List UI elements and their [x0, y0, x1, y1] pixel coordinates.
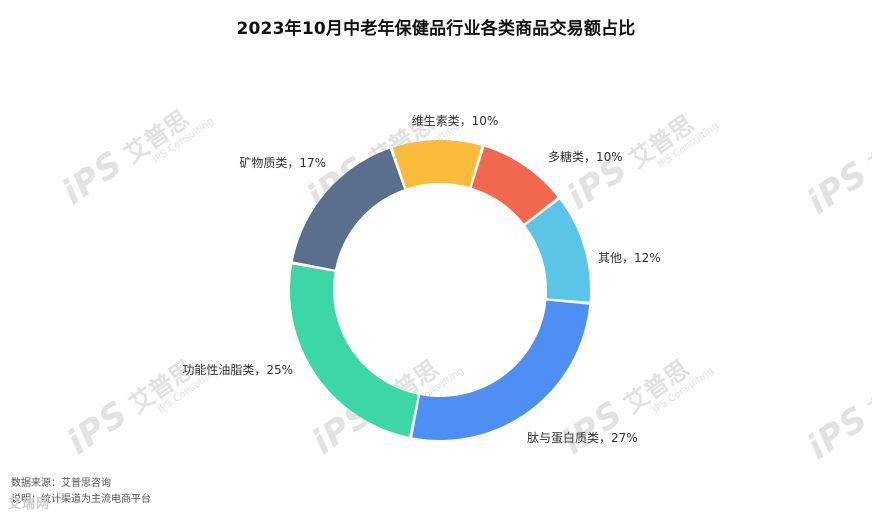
slice-label-5: 功能性油脂类，25%: [182, 362, 293, 377]
donut-slice-3: [525, 199, 590, 302]
data-source-note: 数据来源：艾普思咨询: [11, 478, 111, 489]
slice-label-4: 肽与蛋白质类，27%: [527, 430, 638, 445]
chart-title: 2023年10月中老年保健品行业各类商品交易额占比: [236, 19, 636, 39]
donut-slice-1: [392, 140, 482, 189]
site-watermark: 艾瑞网: [8, 497, 51, 512]
donut-slice-5: [289, 264, 418, 437]
slice-label-2: 多糖类，10%: [548, 149, 623, 164]
slice-label-1: 维生素类，10%: [412, 114, 499, 128]
slice-label-3: 其他，12%: [598, 251, 661, 265]
donut-slice-4: [412, 300, 590, 440]
donut-slices: [289, 140, 590, 440]
channel-note: 说明：统计渠道为主流电商平台: [11, 494, 151, 505]
footer: 数据来源：艾普思咨询 说明：统计渠道为主流电商平台: [11, 476, 151, 508]
donut-labels: 维生素类，10% 多糖类，10% 其他，12% 肽与蛋白质类，27% 功能性油脂类，25…: [182, 114, 660, 445]
donut-slice-2: [471, 146, 558, 224]
donut-slice-6: [292, 148, 405, 270]
slice-label-6: 矿物质类，17%: [239, 156, 326, 170]
